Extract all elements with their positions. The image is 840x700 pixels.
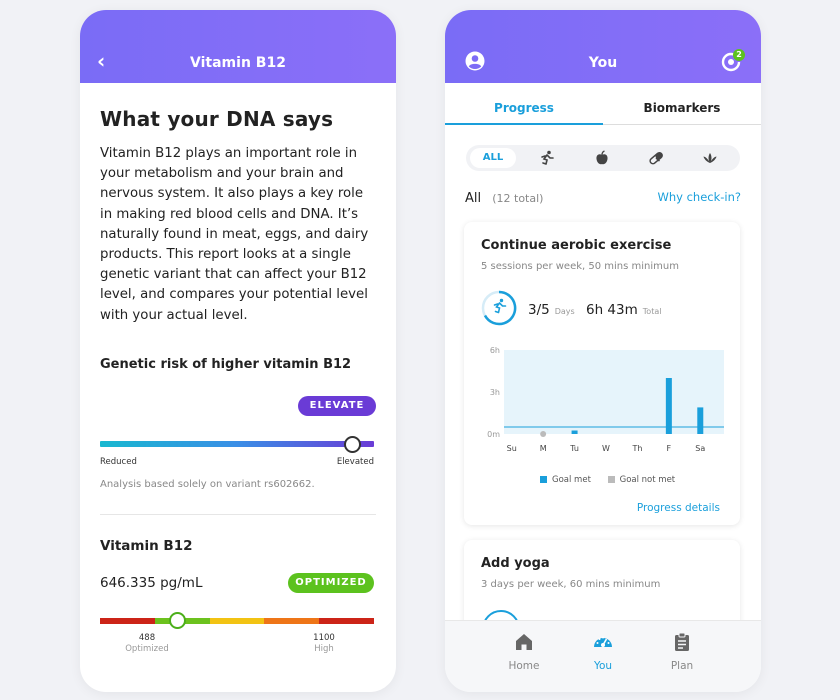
all-label: All: [465, 191, 482, 206]
card-subtitle: 3 days per week, 60 mins minimum: [481, 579, 661, 590]
progress-ring-running-icon: [481, 290, 517, 326]
header-bar: You 2: [445, 10, 761, 83]
total-value: 6h 43m: [586, 302, 638, 318]
elevate-badge: ELEVATE: [298, 396, 376, 416]
chevron-left-icon[interactable]: ‹: [97, 49, 106, 73]
value-marker: [169, 612, 186, 629]
bar-sa: [697, 407, 704, 434]
page-title: You: [588, 55, 618, 71]
running-icon[interactable]: [538, 149, 556, 167]
nav-label: Home: [508, 660, 540, 672]
pill-icon[interactable]: [647, 149, 665, 167]
bar-tu: [571, 430, 578, 434]
card-subtitle: 5 sessions per week, 50 mins minimum: [481, 261, 679, 272]
sessions-value: 3/5: [528, 302, 550, 318]
range-segment: [319, 618, 374, 624]
tick-488-label: Optimized: [125, 644, 169, 654]
legend-goal-not-met: Goal not met: [619, 475, 676, 485]
elevated-label: Elevated: [336, 457, 374, 467]
reduced-label: Reduced: [100, 457, 137, 467]
y-tick-label: 6h: [490, 346, 500, 355]
x-tick-label: M: [540, 444, 547, 453]
total-count: (12 total): [492, 192, 544, 205]
active-tab-indicator: [445, 123, 603, 125]
vitamin-b12-screen: ‹ Vitamin B12 What your DNA says Vitamin…: [80, 10, 396, 692]
x-tick-label: W: [602, 444, 610, 453]
weekly-exercise-chart: 6h 3h 0m Su M Tu W Th F Sa: [487, 346, 724, 453]
header-bar: ‹ Vitamin B12: [80, 10, 396, 83]
sessions-stat: 3/5 Days: [528, 299, 575, 318]
notification-badge: 2: [733, 49, 745, 61]
chart-plot-area: [504, 350, 724, 434]
user-icon[interactable]: [465, 51, 485, 71]
filter-all[interactable]: ALL: [470, 148, 516, 168]
page-title: Vitamin B12: [190, 55, 286, 71]
x-tick-label: Sa: [695, 444, 705, 453]
tick-1100-label: High: [314, 644, 334, 654]
x-tick-label: F: [667, 444, 672, 453]
x-tick-label: Su: [507, 444, 517, 453]
settings-icon[interactable]: [720, 49, 744, 73]
card-title: Continue aerobic exercise: [481, 238, 672, 253]
y-tick-label: 3h: [490, 388, 500, 397]
range-color-bar: [100, 618, 374, 624]
tab-bar: Progress Biomarkers: [445, 83, 761, 125]
risk-title: Genetic risk of higher vitamin B12: [100, 357, 352, 372]
dashboard-icon: [594, 636, 612, 647]
x-tick-label: Th: [631, 444, 642, 453]
chart-legend: Goal met Goal not met: [540, 475, 675, 485]
risk-gradient-bar: [100, 441, 374, 447]
risk-level-marker: [344, 436, 361, 453]
home-icon: [516, 634, 532, 650]
measure-value: 646.335 pg/mL: [100, 575, 203, 591]
optimized-badge: OPTIMIZED: [288, 573, 374, 593]
range-segment: [209, 618, 265, 624]
bar-f: [665, 378, 672, 434]
total-stat: 6h 43m Total: [586, 299, 661, 318]
bottom-navigation: Home You Plan: [445, 620, 761, 692]
clipboard-icon: [675, 632, 689, 651]
nav-home[interactable]: Home: [494, 631, 554, 672]
divider: [100, 514, 376, 515]
range-segment: [100, 618, 155, 624]
nav-you[interactable]: You: [573, 631, 633, 672]
lotus-icon[interactable]: [701, 149, 719, 167]
measure-title: Vitamin B12: [100, 538, 193, 554]
card-title: Add yoga: [481, 556, 550, 571]
description-paragraph: Vitamin B12 plays an important role in y…: [100, 146, 369, 323]
nav-plan[interactable]: Plan: [652, 631, 712, 672]
why-check-in-link[interactable]: Why check-in?: [657, 190, 741, 204]
sessions-unit: Days: [554, 307, 575, 316]
analysis-note: Analysis based solely on variant rs60266…: [100, 479, 315, 490]
x-tick-label: Tu: [569, 444, 579, 453]
progress-details-link[interactable]: Progress details: [636, 502, 720, 514]
tab-biomarkers[interactable]: Biomarkers: [643, 101, 721, 115]
apple-icon[interactable]: [593, 149, 611, 167]
list-header: All (12 total): [465, 187, 543, 206]
y-tick-label: 0m: [487, 430, 500, 439]
legend-goal-met: Goal met: [552, 475, 591, 485]
total-unit: Total: [642, 307, 662, 316]
goal-not-met-swatch: [607, 476, 615, 483]
aerobic-exercise-card[interactable]: Continue aerobic exercise 5 sessions per…: [464, 222, 740, 525]
nav-label: You: [593, 660, 613, 672]
point-m: [540, 431, 547, 437]
tab-progress[interactable]: Progress: [494, 101, 554, 115]
tick-488-value: 488: [138, 633, 156, 643]
tick-1100-value: 1100: [313, 633, 335, 643]
category-filter: ALL: [466, 145, 740, 171]
you-screen: You 2 Progress Biomarkers ALL All: [445, 10, 761, 692]
nav-label: Plan: [670, 660, 694, 672]
section-heading: What your DNA says: [100, 107, 334, 131]
goal-met-swatch: [540, 476, 547, 483]
range-segment: [264, 618, 320, 624]
